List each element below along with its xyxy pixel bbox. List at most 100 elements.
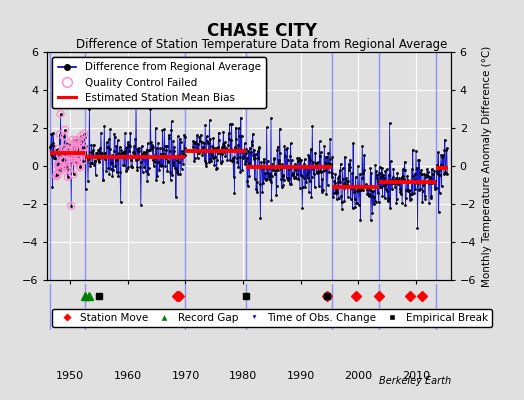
Point <box>100 123 108 129</box>
Point <box>413 225 422 231</box>
Point <box>67 153 75 160</box>
Point <box>439 164 447 170</box>
Point <box>57 167 66 174</box>
Point <box>200 140 209 147</box>
Point <box>173 169 181 175</box>
Point <box>212 166 221 172</box>
Point <box>80 150 89 156</box>
Point <box>54 161 63 167</box>
Point <box>170 144 179 150</box>
Point <box>338 206 346 212</box>
Point <box>135 144 143 151</box>
Point <box>388 174 397 180</box>
Point <box>401 166 409 173</box>
Point <box>323 182 332 188</box>
Point <box>61 127 69 133</box>
Point <box>233 159 242 165</box>
Point <box>196 132 205 138</box>
Point <box>289 174 298 181</box>
Point <box>438 154 446 160</box>
Point <box>268 161 277 168</box>
Point <box>97 150 106 156</box>
Point <box>327 161 335 167</box>
Point <box>63 147 71 153</box>
Point <box>136 164 145 170</box>
Point <box>314 169 323 175</box>
Point <box>397 191 406 198</box>
Point <box>140 164 148 171</box>
Point <box>290 163 298 170</box>
Point <box>210 161 219 168</box>
Point <box>166 169 174 175</box>
Point <box>143 177 151 184</box>
Point <box>68 158 76 165</box>
Point <box>406 190 414 197</box>
Point <box>64 147 73 154</box>
Point <box>149 157 157 164</box>
Point <box>53 172 61 179</box>
Point <box>156 145 164 151</box>
Point <box>66 147 74 154</box>
Point <box>171 154 180 160</box>
Point <box>233 155 241 161</box>
Point <box>394 181 402 188</box>
Point <box>374 178 383 184</box>
Point <box>305 154 313 160</box>
Point <box>269 166 278 173</box>
Point <box>59 145 67 151</box>
Point <box>74 146 82 152</box>
Point <box>132 146 140 152</box>
Point <box>121 162 129 168</box>
Point <box>318 176 326 182</box>
Point <box>71 142 80 148</box>
Point <box>111 163 119 169</box>
Point <box>269 165 277 172</box>
Point <box>235 125 243 131</box>
Point <box>107 160 115 167</box>
Point <box>96 155 104 162</box>
Point <box>139 151 147 158</box>
Point <box>123 144 132 150</box>
Point <box>58 164 67 170</box>
Point <box>84 156 93 162</box>
Point <box>442 147 451 153</box>
Point <box>322 154 330 160</box>
Point <box>154 159 162 166</box>
Point <box>181 145 189 152</box>
Point <box>114 137 122 144</box>
Point <box>291 160 299 167</box>
Point <box>305 178 314 184</box>
Point <box>433 171 442 177</box>
Point <box>237 132 246 139</box>
Point <box>263 124 271 131</box>
Point <box>251 155 259 162</box>
Point <box>157 153 166 159</box>
Point <box>257 164 265 171</box>
Point <box>236 153 244 160</box>
Point <box>300 156 309 162</box>
Point <box>92 171 100 178</box>
Point <box>313 170 321 176</box>
Point <box>419 188 427 194</box>
Point <box>205 117 214 123</box>
Point <box>76 164 84 171</box>
Point <box>144 170 152 177</box>
Point <box>103 144 112 150</box>
Point <box>378 165 386 171</box>
Point <box>351 174 359 180</box>
Point <box>410 190 418 196</box>
Point <box>140 152 149 158</box>
Point <box>77 133 85 139</box>
Point <box>178 148 187 154</box>
Point <box>95 144 104 151</box>
Point <box>105 146 114 152</box>
Point <box>380 194 389 201</box>
Point <box>132 103 140 109</box>
Point <box>247 149 255 156</box>
Point <box>334 174 342 181</box>
Point <box>294 176 302 182</box>
Point <box>180 152 189 158</box>
Point <box>241 161 249 167</box>
Point <box>236 114 245 121</box>
Point <box>130 143 138 150</box>
